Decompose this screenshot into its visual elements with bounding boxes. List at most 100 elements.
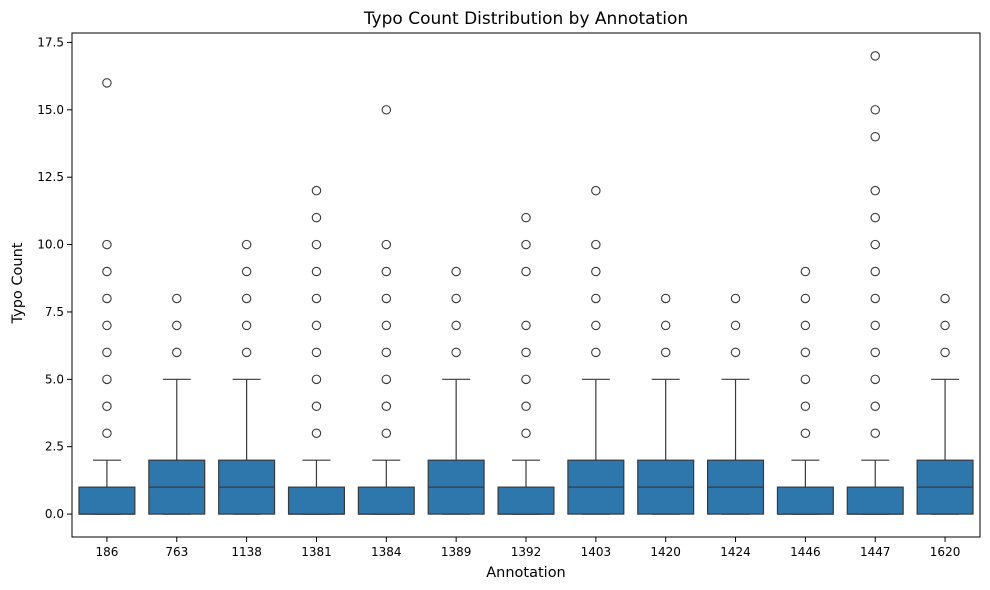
box [846,486,904,515]
outlier-point [381,320,392,331]
y-tick-label: 12.5 [37,170,64,184]
y-tick-label: 5.0 [45,372,64,386]
plot-frame [71,32,981,538]
outlier-point [311,266,322,277]
outlier-point [241,266,252,277]
outlier-point [102,266,112,277]
x-tick-label: 186 [95,545,118,559]
outlier-point [381,374,392,385]
outlier-point [172,347,182,358]
outlier-point [381,401,392,412]
y-tick-label: 2.5 [45,440,64,454]
outlier-point [870,401,880,412]
outlier-point [940,293,950,304]
outlier-point [381,347,392,358]
outlier-point [870,428,880,438]
outlier-point [870,239,880,250]
outlier-point [870,320,880,331]
outlier-point [451,347,461,358]
outlier-point [800,374,811,385]
x-tick-label: 1381 [301,545,332,559]
outlier-point [870,266,880,277]
outlier-point [521,428,531,438]
outlier-point [521,239,531,250]
outlier-point [521,401,531,412]
outlier-point [311,401,322,412]
outlier-point [521,266,531,277]
x-tick-label: 1447 [860,545,891,559]
outlier-point [311,212,322,223]
y-tick-label: 10.0 [37,238,64,252]
outlier-point [800,320,811,331]
outlier-point [381,239,392,250]
outlier-point [870,212,880,223]
outlier-point [521,347,531,358]
outlier-point [870,132,880,142]
outlier-point [591,185,601,196]
plot-area: 0.0 2.5 5.0 7.5 10.0 12.5 15.0 17.5 186 763 1138 13… [37,35,974,559]
outlier-point [102,293,112,304]
outlier-point [311,320,322,331]
box [497,486,555,515]
outlier-point [102,78,112,88]
outlier-point [311,428,322,438]
outlier-point [241,320,252,331]
box [357,486,415,515]
box [776,486,834,515]
x-axis-title: Annotation [486,565,566,581]
outlier-point [521,212,531,223]
outlier-point [102,374,112,385]
x-tick-label: 1620 [930,545,961,559]
box [287,486,345,515]
x-tick-label: 1446 [790,545,821,559]
outlier-point [311,185,322,196]
x-tick-label: 1389 [441,545,472,559]
outlier-point [451,320,461,331]
outlier-point [730,320,741,331]
y-tick-label: 7.5 [45,305,64,319]
chart-title: Typo Count Distribution by Annotation [363,9,688,29]
outlier-point [451,266,461,277]
x-tick-label: 763 [165,545,188,559]
x-tick-label: 1138 [231,545,262,559]
outlier-point [241,347,252,358]
x-tick-label: 1403 [581,545,612,559]
x-tick-label: 1424 [720,545,751,559]
outlier-point [381,105,392,115]
outlier-point [241,239,252,250]
outlier-point [311,239,322,250]
outlier-point [381,293,392,304]
outlier-point [660,347,671,358]
outlier-point [870,374,880,385]
outlier-point [451,293,461,304]
outlier-point [800,293,811,304]
outlier-point [870,293,880,304]
x-tick-label: 1392 [511,545,542,559]
outlier-point [521,374,531,385]
outlier-point [102,320,112,331]
outlier-point [102,428,112,438]
outlier-point [660,320,671,331]
outlier-point [102,401,112,412]
outlier-point [800,347,811,358]
outlier-point [730,293,741,304]
outlier-point [800,428,811,438]
outlier-point [591,293,601,304]
y-axis-title: Typo Count [10,242,26,324]
y-tick-label: 0.0 [45,507,64,521]
outlier-point [241,293,252,304]
box [78,486,136,515]
outlier-point [172,293,182,304]
outlier-point [381,428,392,438]
outlier-point [591,266,601,277]
outlier-point [311,347,322,358]
y-tick-label: 15.0 [37,103,64,117]
outlier-point [172,320,182,331]
y-tick-label: 17.5 [37,35,64,49]
outlier-point [521,320,531,331]
outlier-point [870,51,880,61]
outlier-point [870,185,880,196]
outlier-point [591,347,601,358]
outlier-point [730,347,741,358]
